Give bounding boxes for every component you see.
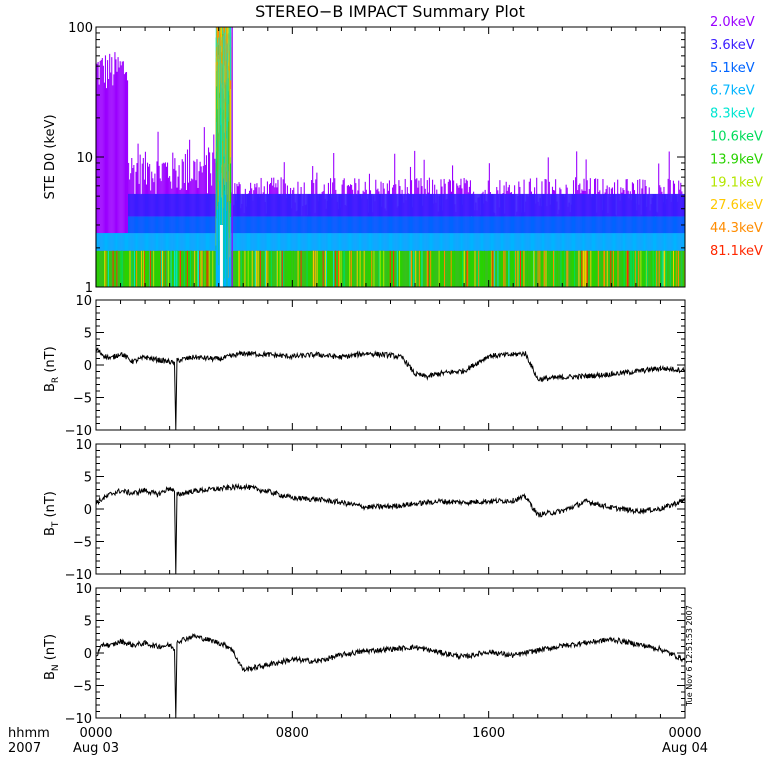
b-field-series <box>95 633 686 719</box>
y-tick-label: −5 <box>73 536 92 551</box>
time-tick-label: 0000 <box>79 726 112 741</box>
date-tick-label: Aug 03 <box>73 741 119 756</box>
y-tick-label: −5 <box>73 392 92 407</box>
b-field-series <box>95 347 686 431</box>
y-tick-label: 0 <box>84 359 92 374</box>
timestamp-label: Tue Nov 6 12:51:53 2007 <box>685 605 694 707</box>
legend-channel-0: 2.0keV <box>710 15 755 30</box>
energy-legend: 2.0keV 3.6keV 5.1keV 6.7keV 8.3keV 10.6keV 13.… <box>710 15 763 259</box>
panel-frame <box>95 587 686 719</box>
y-tick-label: 1 <box>85 281 93 296</box>
legend-channel-10: 81.1keV <box>710 244 763 259</box>
y-tick-label: 0 <box>84 647 92 662</box>
time-tick-label: 0800 <box>276 726 309 741</box>
spectrogram-data <box>95 27 686 287</box>
y-axis-label: STE D0 (keV) <box>43 114 58 199</box>
y-tick-label: 0 <box>84 503 92 518</box>
y-tick-label: 10 <box>75 438 92 453</box>
panel-frame <box>95 299 686 431</box>
y-tick-label: −10 <box>65 568 92 583</box>
time-tick-label: 1600 <box>472 726 505 741</box>
br-panel: −10 −5 0 5 10 BR (nT) <box>43 294 686 439</box>
legend-channel-4: 8.3keV <box>710 107 755 122</box>
y-axis-label: BR (nT) <box>43 346 61 392</box>
y-tick-label: 10 <box>75 294 92 309</box>
legend-channel-9: 44.3keV <box>710 221 763 236</box>
y-tick-label: −5 <box>73 680 92 695</box>
y-tick-label: 5 <box>84 471 92 486</box>
y-tick-label: 10 <box>75 582 92 597</box>
b-field-series <box>95 482 686 575</box>
panel-frame <box>95 443 686 575</box>
y-tick-label: −10 <box>65 424 92 439</box>
legend-channel-6: 13.9keV <box>710 152 763 167</box>
y-axis-label: BN (nT) <box>43 634 61 680</box>
date-tick-label: Aug 04 <box>662 741 708 756</box>
time-axis-year-label: 2007 <box>8 741 41 756</box>
y-axis-label: BT (nT) <box>43 491 61 536</box>
legend-channel-3: 6.7keV <box>710 84 755 99</box>
bn-panel: −10 −5 0 5 10 BN (nT) <box>43 582 686 727</box>
plot-title: STEREO−B IMPACT Summary Plot <box>255 2 525 21</box>
data-gap <box>219 224 223 287</box>
legend-channel-1: 3.6keV <box>710 38 755 53</box>
y-tick-label: 10 <box>76 151 93 166</box>
y-tick-label: 5 <box>84 615 92 630</box>
bt-panel: −10 −5 0 5 10 BT (nT) <box>43 438 686 583</box>
legend-channel-2: 5.1keV <box>710 61 755 76</box>
y-tick-label: −10 <box>65 712 92 727</box>
ste-d0-panel: 1 10 100 STE D0 (keV) <box>43 21 686 296</box>
y-tick-label: 5 <box>84 327 92 342</box>
legend-channel-7: 19.1keV <box>710 175 763 190</box>
time-tick-label: 0000 <box>668 726 701 741</box>
legend-channel-8: 27.6keV <box>710 198 763 213</box>
time-axis-units-label: hhmm <box>8 726 50 741</box>
y-tick-label: 100 <box>68 21 93 36</box>
legend-channel-5: 10.6keV <box>710 130 763 145</box>
